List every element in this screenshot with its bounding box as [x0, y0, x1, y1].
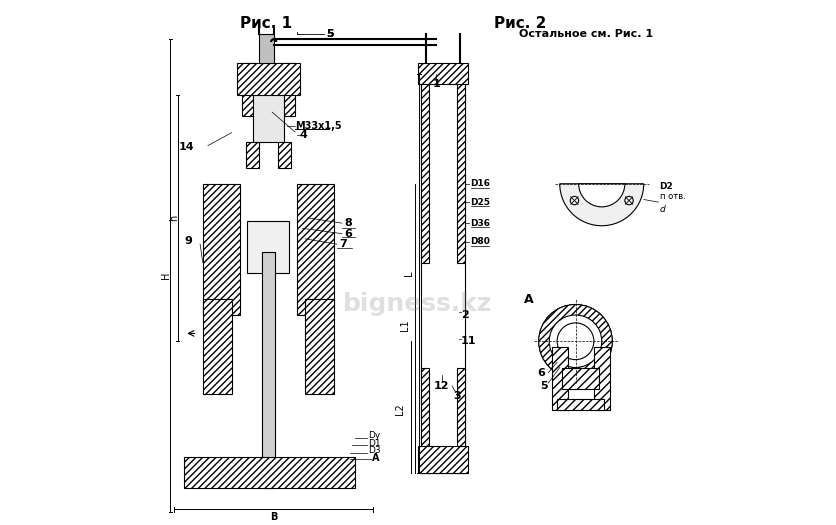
Text: L: L — [404, 270, 414, 276]
Text: 2: 2 — [461, 310, 469, 320]
Bar — [237, 63, 300, 94]
Text: 8: 8 — [344, 218, 352, 228]
Bar — [557, 399, 604, 410]
Text: L1: L1 — [400, 320, 410, 331]
Text: h: h — [169, 215, 179, 221]
Text: 11: 11 — [461, 336, 477, 346]
Bar — [203, 299, 232, 394]
Bar — [278, 142, 291, 168]
Bar — [457, 368, 466, 472]
Text: D25: D25 — [471, 197, 491, 207]
Bar — [252, 89, 284, 142]
Text: 9: 9 — [185, 236, 192, 247]
Text: H: H — [161, 272, 171, 279]
Text: 5: 5 — [540, 381, 548, 391]
Bar — [242, 63, 255, 116]
Text: bigness.kz: bigness.kz — [344, 292, 492, 317]
Text: 5: 5 — [326, 29, 334, 39]
Text: 1: 1 — [432, 79, 441, 89]
Bar — [262, 252, 275, 488]
Text: B: B — [270, 512, 278, 522]
Bar — [421, 368, 429, 472]
Text: 5: 5 — [326, 29, 334, 39]
Text: М33х1,5: М33х1,5 — [294, 121, 341, 131]
Bar — [421, 74, 429, 262]
Bar — [418, 63, 468, 84]
Wedge shape — [579, 184, 624, 207]
Text: 6: 6 — [344, 228, 353, 239]
Text: d: d — [660, 205, 665, 215]
Text: 6: 6 — [538, 368, 545, 378]
Text: 3: 3 — [454, 391, 461, 402]
Text: Рис. 2: Рис. 2 — [494, 16, 547, 31]
Bar — [457, 74, 466, 262]
Text: п отв.: п отв. — [660, 192, 686, 202]
Bar — [298, 184, 334, 315]
Text: D80: D80 — [471, 237, 491, 246]
Text: 4: 4 — [300, 130, 308, 141]
Bar — [552, 346, 568, 410]
Text: D36: D36 — [471, 218, 491, 228]
Bar — [418, 446, 468, 472]
Bar — [246, 142, 259, 168]
Text: D1: D1 — [368, 439, 380, 448]
Text: A: A — [523, 293, 533, 306]
Bar — [305, 299, 334, 394]
Text: D2: D2 — [660, 182, 673, 191]
Text: D3: D3 — [368, 446, 380, 455]
Text: L2: L2 — [395, 404, 405, 415]
Bar — [594, 346, 609, 410]
Text: 7: 7 — [339, 239, 347, 249]
Bar — [203, 184, 239, 315]
Bar — [282, 63, 294, 116]
Text: Dy: Dy — [368, 431, 380, 440]
Bar — [563, 368, 599, 388]
Bar — [185, 457, 355, 488]
Bar — [421, 74, 466, 472]
Text: A: A — [372, 453, 380, 463]
Text: D16: D16 — [471, 179, 491, 188]
Text: Рис. 1: Рис. 1 — [240, 16, 292, 31]
Text: 12: 12 — [434, 381, 450, 391]
Text: 14: 14 — [179, 142, 195, 152]
Text: Остальное см. Рис. 1: Остальное см. Рис. 1 — [519, 29, 653, 39]
Wedge shape — [560, 184, 644, 226]
Wedge shape — [538, 304, 612, 378]
Bar — [247, 220, 289, 273]
Bar — [259, 34, 273, 63]
